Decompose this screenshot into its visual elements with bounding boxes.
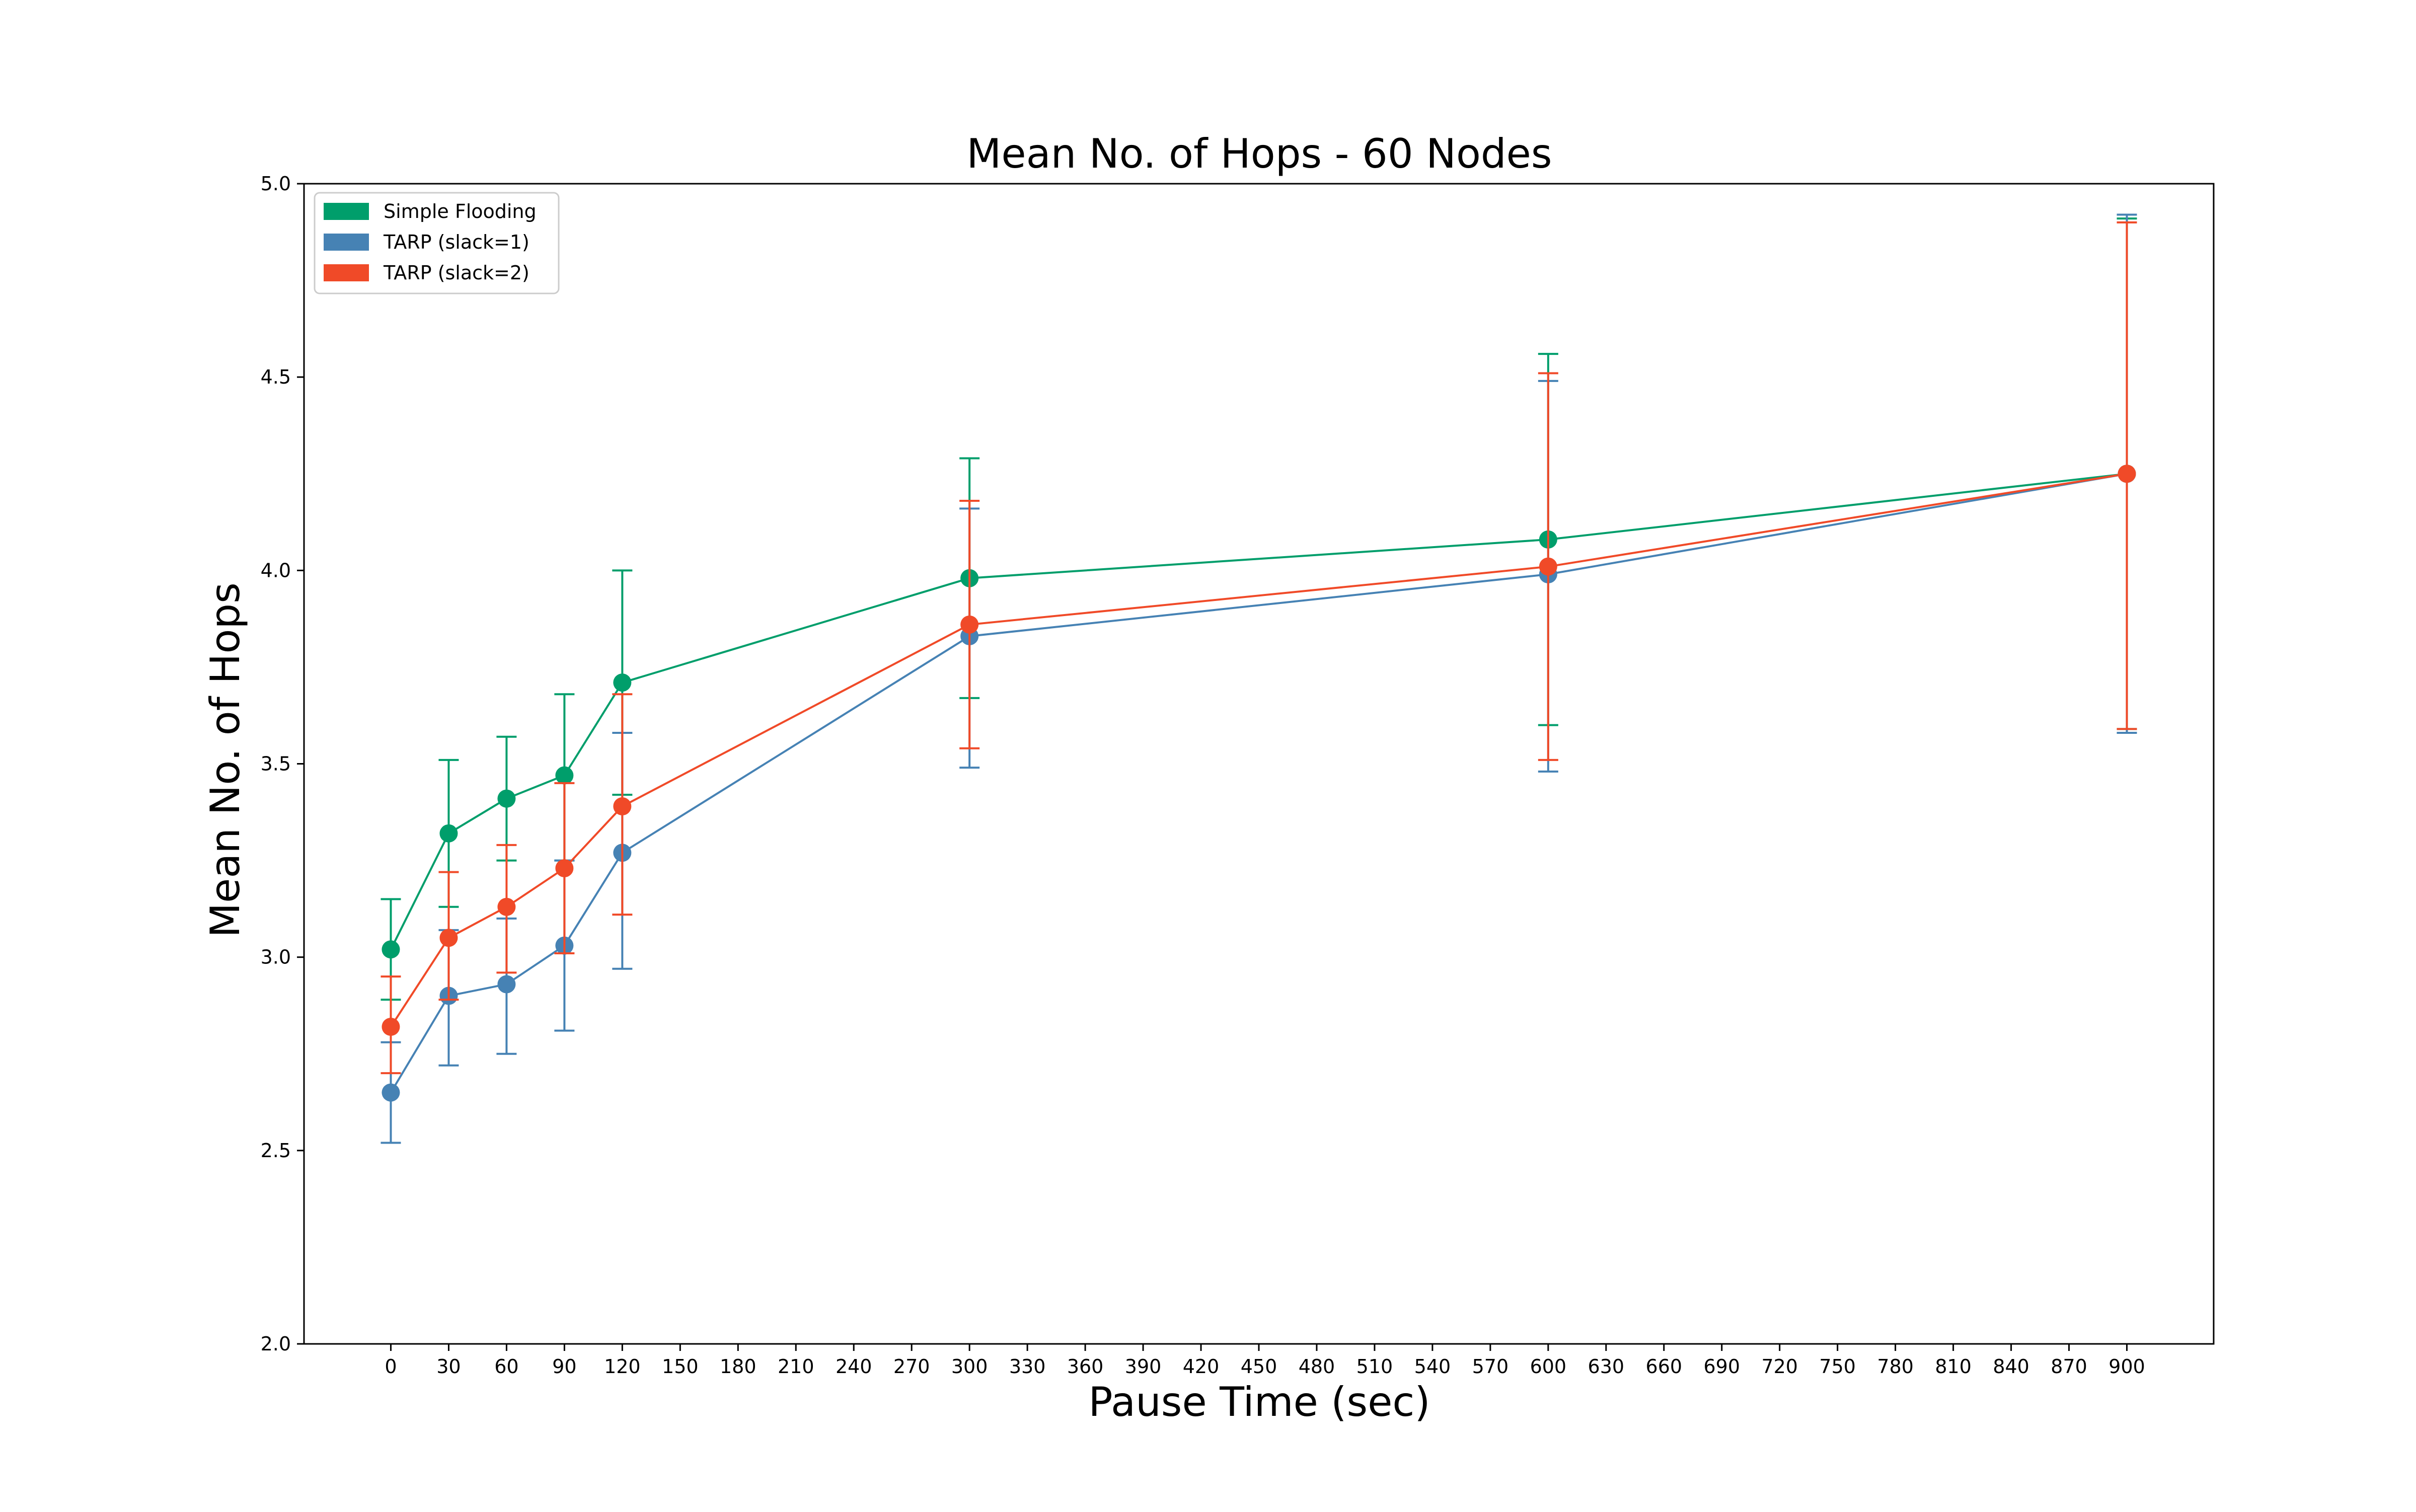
x-axis-title: Pause Time (sec) — [1088, 1379, 1430, 1425]
y-axis-title: Mean No. of Hops — [202, 582, 249, 938]
legend-box — [314, 192, 560, 294]
plot-area: 0 30 60 90 120 150 180 210 240 270 300 330 360 390 420… — [261, 173, 2215, 1378]
data-point — [613, 673, 632, 692]
y-tick-label: 4.5 — [261, 366, 291, 388]
x-tick-label: 570 — [1472, 1355, 1509, 1378]
legend-label: TARP (slack=2) — [383, 262, 530, 284]
x-tick-label: 150 — [662, 1355, 699, 1378]
x-tick-label: 840 — [1993, 1355, 2029, 1378]
x-tick-label: 60 — [494, 1355, 518, 1378]
x-tick-label: 390 — [1125, 1355, 1162, 1378]
series-line — [390, 473, 2127, 1028]
x-tick-label: 480 — [1299, 1355, 1335, 1378]
x-tick-label: 210 — [778, 1355, 814, 1378]
y-tick-label: 3.5 — [261, 753, 291, 775]
legend-swatch — [324, 203, 369, 220]
data-point — [382, 1017, 400, 1036]
x-tick-label: 0 — [385, 1355, 397, 1378]
y-tick-label: 3.0 — [261, 946, 291, 968]
x-tick-label: 540 — [1414, 1355, 1451, 1378]
series-3 — [381, 221, 2137, 1075]
x-tick-label: 630 — [1588, 1355, 1625, 1378]
legend-swatch — [324, 264, 369, 281]
x-tick-label: 810 — [1935, 1355, 1972, 1378]
x-tick-label: 870 — [2051, 1355, 2087, 1378]
data-point — [497, 897, 516, 916]
legend-label: TARP (slack=1) — [383, 231, 530, 253]
x-tick-label: 690 — [1703, 1355, 1740, 1378]
legend-label: Simple Flooding — [384, 200, 537, 222]
x-tick-label: 750 — [1819, 1355, 1856, 1378]
data-point — [497, 789, 516, 808]
y-tick-label: 2.0 — [261, 1333, 291, 1355]
y-tick-label: 4.0 — [261, 559, 291, 581]
data-point — [382, 1083, 400, 1102]
x-tick-label: 420 — [1183, 1355, 1220, 1378]
data-point — [2118, 465, 2136, 483]
x-tick-label: 900 — [2108, 1355, 2145, 1378]
data-point — [1539, 557, 1557, 576]
series-line — [390, 473, 2127, 1093]
x-tick-label: 720 — [1761, 1355, 1798, 1378]
plot-frame — [303, 183, 2215, 1345]
data-point — [555, 766, 574, 785]
data-point — [613, 797, 632, 816]
x-tick-label: 120 — [604, 1355, 641, 1378]
x-tick-label: 510 — [1356, 1355, 1393, 1378]
x-tick-label: 360 — [1067, 1355, 1104, 1378]
x-tick-label: 270 — [893, 1355, 930, 1378]
x-tick-label: 600 — [1530, 1355, 1567, 1378]
chart-title: Mean No. of Hops - 60 Nodes — [966, 130, 1552, 177]
x-tick-label: 180 — [720, 1355, 757, 1378]
series-line — [390, 473, 2127, 950]
x-tick-label: 240 — [836, 1355, 872, 1378]
data-point — [382, 940, 400, 959]
legend-swatch — [324, 234, 369, 251]
data-point — [439, 824, 458, 843]
data-point — [960, 615, 979, 634]
x-tick-label: 30 — [436, 1355, 461, 1378]
y-tick-label: 2.5 — [261, 1140, 291, 1162]
x-tick-label: 330 — [1009, 1355, 1046, 1378]
x-tick-label: 780 — [1877, 1355, 1914, 1378]
data-point — [439, 929, 458, 947]
x-tick-label: 90 — [552, 1355, 576, 1378]
data-point — [555, 859, 574, 877]
x-tick-label: 300 — [951, 1355, 988, 1378]
y-tick-label: 5.0 — [261, 173, 291, 195]
data-point — [497, 975, 516, 994]
x-tick-label: 450 — [1241, 1355, 1277, 1378]
legend: Simple Flooding TARP (slack=1) TARP (slack… — [314, 192, 560, 294]
x-tick-label: 660 — [1646, 1355, 1683, 1378]
